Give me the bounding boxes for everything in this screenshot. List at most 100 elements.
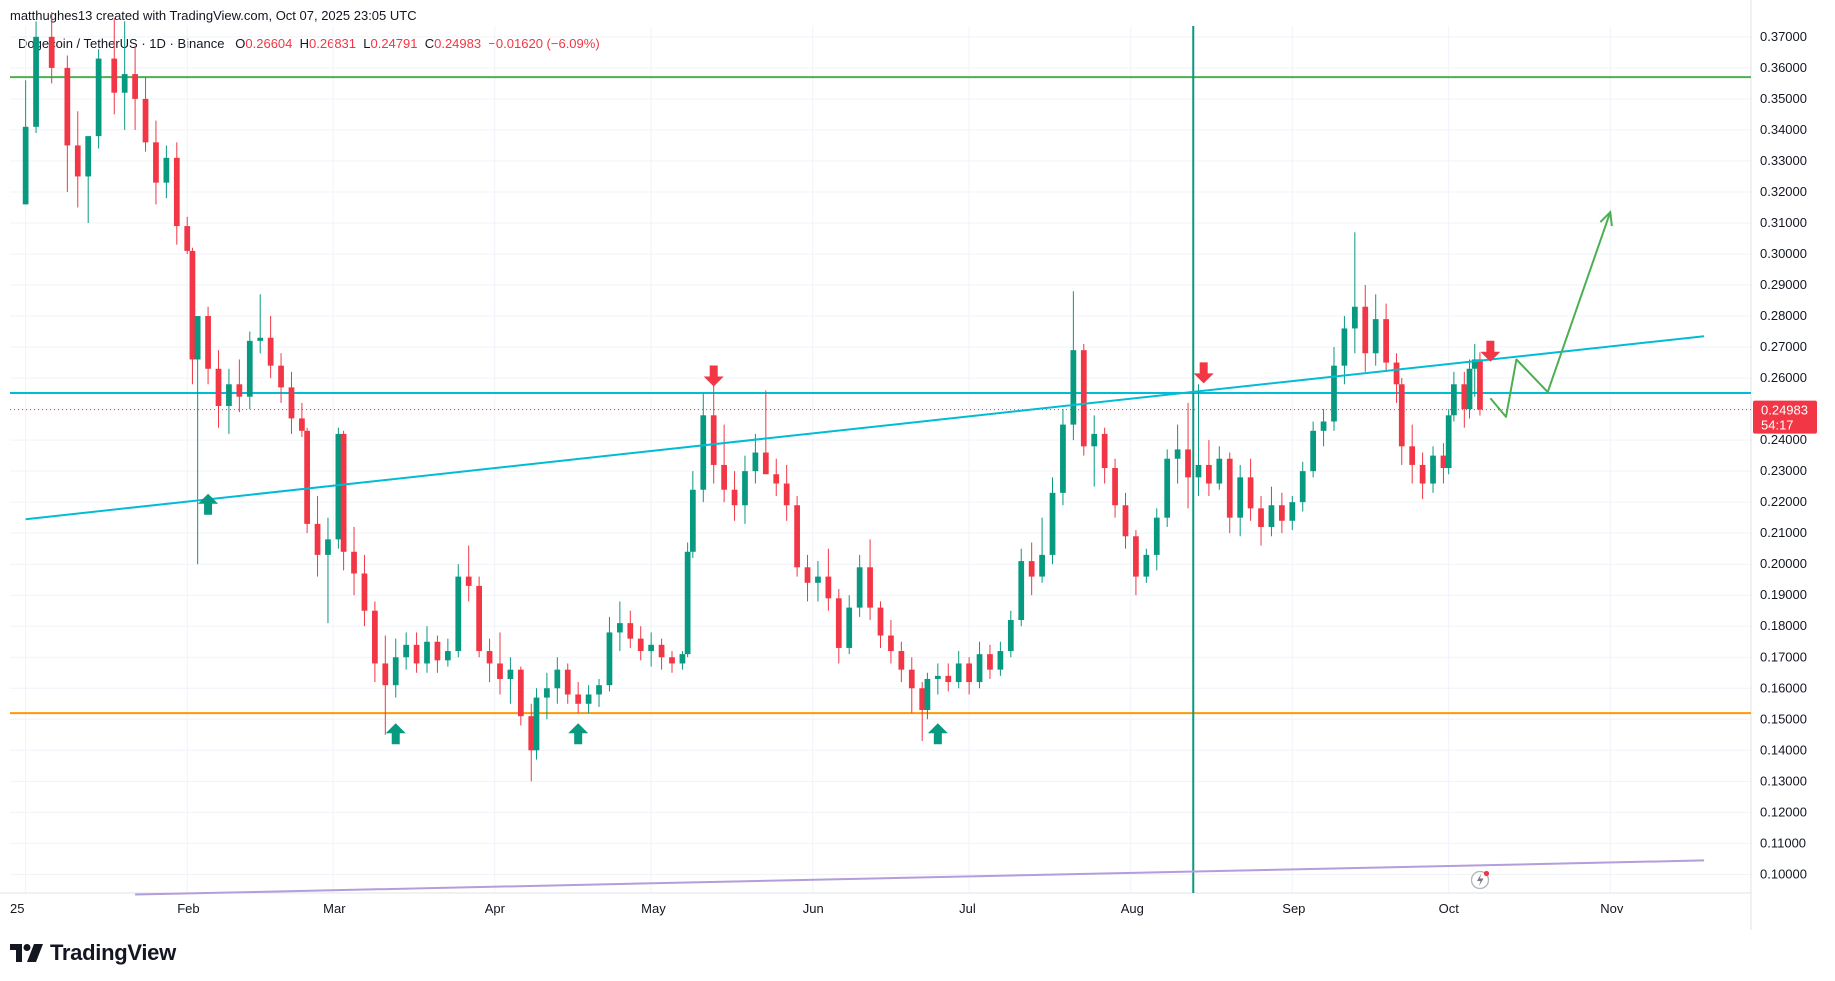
candle xyxy=(142,77,149,152)
candle-body xyxy=(898,651,905,670)
candle xyxy=(1289,495,1296,531)
up-arrow-marker xyxy=(568,723,589,745)
candle xyxy=(1430,446,1436,493)
candle-body xyxy=(194,316,201,360)
candle-body xyxy=(507,669,514,679)
candle xyxy=(1133,530,1139,596)
candle xyxy=(1372,294,1379,366)
price-chart[interactable]: 0.37000 0.36000 0.35000 0.34000 0.33000 0.320… xyxy=(0,0,1835,930)
candle xyxy=(246,331,253,410)
close-value: 0.24983 xyxy=(434,36,482,51)
candle xyxy=(1039,517,1045,583)
candle-body xyxy=(976,654,983,683)
candle xyxy=(783,464,790,521)
candle xyxy=(1101,427,1108,484)
candle xyxy=(304,427,310,534)
candle xyxy=(1247,458,1254,521)
candle xyxy=(945,663,952,692)
candle xyxy=(184,216,191,254)
price-tick-label: 0.27000 xyxy=(1760,339,1807,354)
candle xyxy=(403,632,410,670)
candle-body xyxy=(486,651,493,664)
candle xyxy=(554,657,561,704)
candle-body xyxy=(804,567,811,583)
up-arrow-marker xyxy=(927,723,948,745)
candle xyxy=(700,393,707,503)
candle-body xyxy=(142,98,149,143)
candle-body xyxy=(742,471,748,506)
candle-body xyxy=(877,607,884,636)
trendline xyxy=(135,859,1705,896)
time-tick-label: Jun xyxy=(803,901,824,916)
candle-body xyxy=(1430,455,1436,484)
candle xyxy=(773,458,780,496)
candle-body xyxy=(669,657,675,664)
candle-body xyxy=(236,384,243,397)
candle-body xyxy=(856,567,863,608)
flash-icon[interactable] xyxy=(1470,870,1490,890)
bar-countdown: 54:17 xyxy=(1761,418,1794,433)
up-arrow-marker xyxy=(385,723,406,745)
candle xyxy=(132,46,138,130)
time-tick-label: Feb xyxy=(177,901,199,916)
candle-body xyxy=(413,644,420,664)
candle xyxy=(382,635,389,735)
candle-body xyxy=(528,716,535,751)
price-axis[interactable]: 0.37000 0.36000 0.35000 0.34000 0.33000 0.320… xyxy=(1760,29,1807,882)
time-tick-label: May xyxy=(641,901,666,916)
candle-body xyxy=(361,573,368,611)
open-label: O xyxy=(235,36,246,51)
symbol-name[interactable]: Dogecoin / TetherUS · 1D · Binance xyxy=(18,36,225,51)
candle xyxy=(215,350,222,428)
candle xyxy=(867,539,873,621)
candle-body xyxy=(1153,517,1160,555)
candle xyxy=(544,672,550,720)
candle xyxy=(1320,409,1327,447)
candle xyxy=(924,672,931,720)
candle-body xyxy=(955,663,962,683)
candle-body xyxy=(731,489,738,506)
candle xyxy=(486,638,493,683)
price-tick-label: 0.15000 xyxy=(1760,711,1807,726)
price-tick-label: 0.12000 xyxy=(1760,804,1807,819)
candle xyxy=(1174,424,1181,484)
candle-body xyxy=(1351,306,1358,329)
price-tick-label: 0.24000 xyxy=(1760,432,1807,447)
candle xyxy=(888,620,894,664)
candle xyxy=(1383,303,1389,372)
candle xyxy=(434,635,441,673)
candle xyxy=(1007,610,1014,658)
price-tick-label: 0.36000 xyxy=(1760,60,1807,75)
candle-body xyxy=(1091,433,1098,447)
candle xyxy=(752,433,759,484)
candle-body xyxy=(794,505,800,568)
price-tick-label: 0.37000 xyxy=(1760,29,1807,44)
candle-body xyxy=(1320,421,1327,431)
candle xyxy=(1164,449,1171,527)
candle-body xyxy=(278,365,284,388)
candle-body xyxy=(340,433,347,552)
candle xyxy=(721,424,727,503)
candle-body xyxy=(533,697,540,751)
projection-arrowhead xyxy=(1599,209,1613,227)
candle-body xyxy=(476,585,482,652)
candle xyxy=(1018,548,1025,627)
candle xyxy=(815,561,821,602)
candle-body xyxy=(1101,433,1108,469)
tradingview-logo[interactable]: TradingView xyxy=(10,940,176,966)
candle xyxy=(1258,495,1264,546)
candle xyxy=(64,55,71,192)
price-tick-label: 0.28000 xyxy=(1760,308,1807,323)
time-tick-label: Aug xyxy=(1121,901,1144,916)
candle xyxy=(497,632,503,695)
candle-body xyxy=(637,638,644,652)
candle-body xyxy=(1216,458,1223,484)
chart-credit: matthughes13 created with TradingView.co… xyxy=(10,8,417,23)
candle xyxy=(111,18,118,115)
candle xyxy=(835,589,842,664)
candle xyxy=(1185,402,1191,509)
candle-body xyxy=(1185,449,1191,478)
candle-body xyxy=(648,644,655,652)
candle xyxy=(1477,352,1483,416)
time-axis[interactable]: 25 Feb Mar Apr May Jun Jul Aug Sep Oct Nov xyxy=(10,901,1624,916)
